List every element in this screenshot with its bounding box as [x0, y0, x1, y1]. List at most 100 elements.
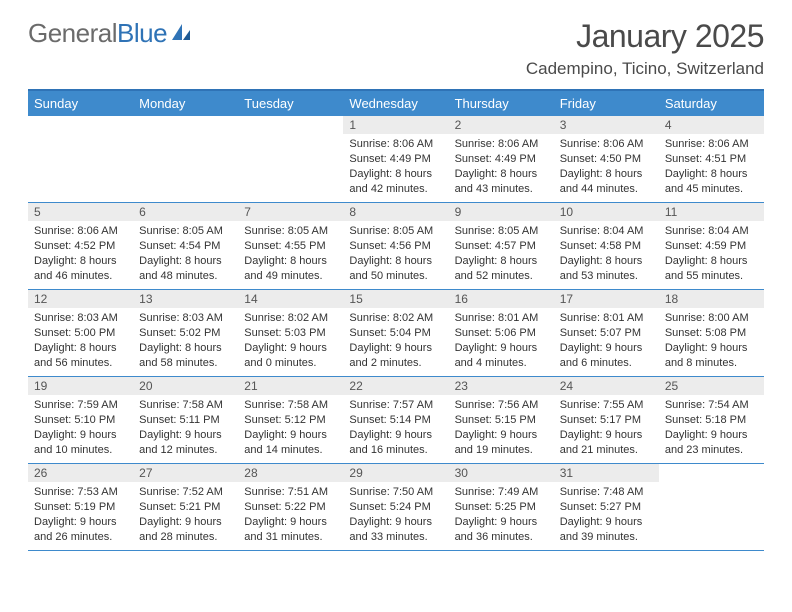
sunrise-text: Sunrise: 8:05 AM [244, 224, 337, 239]
day-cell [133, 116, 238, 202]
day-number: 11 [659, 203, 764, 221]
daylight-text: Daylight: 9 hours [349, 428, 442, 443]
day-body: Sunrise: 7:57 AMSunset: 5:14 PMDaylight:… [343, 395, 448, 461]
day-cell: 6Sunrise: 8:05 AMSunset: 4:54 PMDaylight… [133, 203, 238, 289]
sunrise-text: Sunrise: 7:53 AM [34, 485, 127, 500]
day-body: Sunrise: 7:56 AMSunset: 5:15 PMDaylight:… [449, 395, 554, 461]
daylight-text: and 45 minutes. [665, 182, 758, 197]
sunrise-text: Sunrise: 7:58 AM [244, 398, 337, 413]
day-cell: 10Sunrise: 8:04 AMSunset: 4:58 PMDayligh… [554, 203, 659, 289]
day-number: 13 [133, 290, 238, 308]
day-cell: 30Sunrise: 7:49 AMSunset: 5:25 PMDayligh… [449, 464, 554, 550]
sunrise-text: Sunrise: 7:58 AM [139, 398, 232, 413]
day-number: 3 [554, 116, 659, 134]
sunrise-text: Sunrise: 7:55 AM [560, 398, 653, 413]
day-cell: 9Sunrise: 8:05 AMSunset: 4:57 PMDaylight… [449, 203, 554, 289]
daylight-text: Daylight: 9 hours [455, 341, 548, 356]
day-cell: 22Sunrise: 7:57 AMSunset: 5:14 PMDayligh… [343, 377, 448, 463]
day-header: Tuesday [238, 91, 343, 116]
sunset-text: Sunset: 5:12 PM [244, 413, 337, 428]
day-cell: 20Sunrise: 7:58 AMSunset: 5:11 PMDayligh… [133, 377, 238, 463]
day-cell: 28Sunrise: 7:51 AMSunset: 5:22 PMDayligh… [238, 464, 343, 550]
sunrise-text: Sunrise: 8:01 AM [560, 311, 653, 326]
daylight-text: Daylight: 8 hours [349, 254, 442, 269]
day-body: Sunrise: 8:05 AMSunset: 4:55 PMDaylight:… [238, 221, 343, 287]
day-body: Sunrise: 8:01 AMSunset: 5:07 PMDaylight:… [554, 308, 659, 374]
day-number: 27 [133, 464, 238, 482]
day-cell: 13Sunrise: 8:03 AMSunset: 5:02 PMDayligh… [133, 290, 238, 376]
day-cell: 4Sunrise: 8:06 AMSunset: 4:51 PMDaylight… [659, 116, 764, 202]
sunset-text: Sunset: 5:10 PM [34, 413, 127, 428]
day-body: Sunrise: 8:06 AMSunset: 4:50 PMDaylight:… [554, 134, 659, 200]
day-cell: 15Sunrise: 8:02 AMSunset: 5:04 PMDayligh… [343, 290, 448, 376]
day-cell: 2Sunrise: 8:06 AMSunset: 4:49 PMDaylight… [449, 116, 554, 202]
daylight-text: and 16 minutes. [349, 443, 442, 458]
daylight-text: and 2 minutes. [349, 356, 442, 371]
day-cell: 17Sunrise: 8:01 AMSunset: 5:07 PMDayligh… [554, 290, 659, 376]
sunrise-text: Sunrise: 7:57 AM [349, 398, 442, 413]
day-cell [238, 116, 343, 202]
sunrise-text: Sunrise: 8:05 AM [139, 224, 232, 239]
week-row: 26Sunrise: 7:53 AMSunset: 5:19 PMDayligh… [28, 464, 764, 551]
sunset-text: Sunset: 4:59 PM [665, 239, 758, 254]
day-body: Sunrise: 8:05 AMSunset: 4:54 PMDaylight:… [133, 221, 238, 287]
day-number: 6 [133, 203, 238, 221]
page-header: GeneralBlue January 2025 Cadempino, Tici… [28, 18, 764, 79]
day-body: Sunrise: 8:02 AMSunset: 5:03 PMDaylight:… [238, 308, 343, 374]
day-number: 10 [554, 203, 659, 221]
day-cell [28, 116, 133, 202]
sunset-text: Sunset: 4:51 PM [665, 152, 758, 167]
sunrise-text: Sunrise: 7:49 AM [455, 485, 548, 500]
day-body: Sunrise: 8:06 AMSunset: 4:51 PMDaylight:… [659, 134, 764, 200]
day-cell: 27Sunrise: 7:52 AMSunset: 5:21 PMDayligh… [133, 464, 238, 550]
day-number: 22 [343, 377, 448, 395]
day-body: Sunrise: 8:05 AMSunset: 4:57 PMDaylight:… [449, 221, 554, 287]
day-body: Sunrise: 8:04 AMSunset: 4:59 PMDaylight:… [659, 221, 764, 287]
daylight-text: Daylight: 9 hours [244, 515, 337, 530]
daylight-text: Daylight: 8 hours [34, 254, 127, 269]
sunrise-text: Sunrise: 8:04 AM [560, 224, 653, 239]
daylight-text: and 42 minutes. [349, 182, 442, 197]
daylight-text: Daylight: 9 hours [349, 515, 442, 530]
sunrise-text: Sunrise: 7:54 AM [665, 398, 758, 413]
sunrise-text: Sunrise: 8:06 AM [560, 137, 653, 152]
sunset-text: Sunset: 5:07 PM [560, 326, 653, 341]
daylight-text: Daylight: 9 hours [349, 341, 442, 356]
daylight-text: and 10 minutes. [34, 443, 127, 458]
daylight-text: and 8 minutes. [665, 356, 758, 371]
day-cell: 11Sunrise: 8:04 AMSunset: 4:59 PMDayligh… [659, 203, 764, 289]
day-body: Sunrise: 8:05 AMSunset: 4:56 PMDaylight:… [343, 221, 448, 287]
week-row: 19Sunrise: 7:59 AMSunset: 5:10 PMDayligh… [28, 377, 764, 464]
logo: GeneralBlue [28, 18, 194, 49]
day-number: 19 [28, 377, 133, 395]
day-number: 8 [343, 203, 448, 221]
daylight-text: Daylight: 8 hours [34, 341, 127, 356]
sunrise-text: Sunrise: 8:06 AM [455, 137, 548, 152]
daylight-text: and 43 minutes. [455, 182, 548, 197]
daylight-text: and 28 minutes. [139, 530, 232, 545]
day-cell: 25Sunrise: 7:54 AMSunset: 5:18 PMDayligh… [659, 377, 764, 463]
title-block: January 2025 Cadempino, Ticino, Switzerl… [526, 18, 764, 79]
day-cell: 14Sunrise: 8:02 AMSunset: 5:03 PMDayligh… [238, 290, 343, 376]
daylight-text: and 31 minutes. [244, 530, 337, 545]
day-cell: 8Sunrise: 8:05 AMSunset: 4:56 PMDaylight… [343, 203, 448, 289]
day-body: Sunrise: 8:06 AMSunset: 4:49 PMDaylight:… [449, 134, 554, 200]
daylight-text: and 52 minutes. [455, 269, 548, 284]
day-number: 20 [133, 377, 238, 395]
daylight-text: Daylight: 8 hours [139, 254, 232, 269]
daylight-text: Daylight: 9 hours [34, 515, 127, 530]
week-row: 1Sunrise: 8:06 AMSunset: 4:49 PMDaylight… [28, 116, 764, 203]
daylight-text: and 23 minutes. [665, 443, 758, 458]
day-body: Sunrise: 7:54 AMSunset: 5:18 PMDaylight:… [659, 395, 764, 461]
sunset-text: Sunset: 5:18 PM [665, 413, 758, 428]
sunrise-text: Sunrise: 8:03 AM [139, 311, 232, 326]
day-cell: 16Sunrise: 8:01 AMSunset: 5:06 PMDayligh… [449, 290, 554, 376]
sunset-text: Sunset: 5:25 PM [455, 500, 548, 515]
daylight-text: Daylight: 9 hours [455, 428, 548, 443]
calendar: SundayMondayTuesdayWednesdayThursdayFrid… [28, 89, 764, 551]
location: Cadempino, Ticino, Switzerland [526, 59, 764, 79]
sunrise-text: Sunrise: 7:51 AM [244, 485, 337, 500]
daylight-text: Daylight: 8 hours [244, 254, 337, 269]
day-number: 9 [449, 203, 554, 221]
sunset-text: Sunset: 5:24 PM [349, 500, 442, 515]
